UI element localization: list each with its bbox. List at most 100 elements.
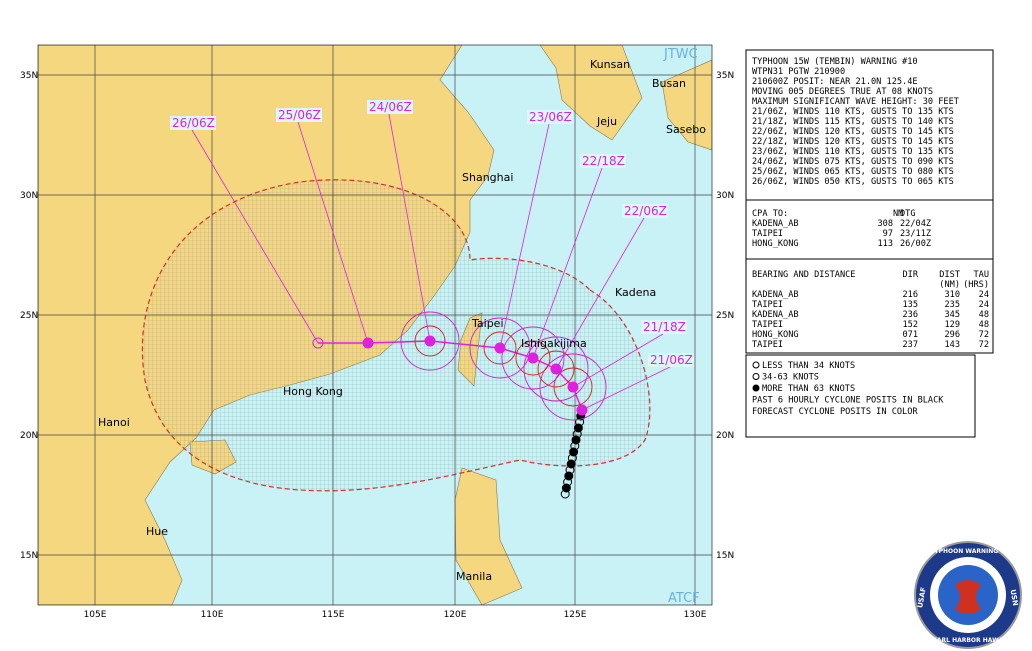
storm-track: 21/06Z 21/18Z 22/06Z 22/18Z 23/06Z 24/06Z 25/0… bbox=[170, 100, 694, 499]
label-bg bbox=[276, 108, 322, 122]
bearing-cell: KADENA_AB bbox=[752, 310, 799, 320]
place-label: Ishigakijima bbox=[521, 337, 587, 350]
legend-line: PAST 6 HOURLY CYCLONE POSITS IN BLACK bbox=[752, 396, 944, 406]
warning-line: WTPN31 PGTW 210900 bbox=[752, 67, 845, 77]
seal-storm bbox=[955, 580, 981, 614]
lon-label: 130E bbox=[684, 610, 707, 620]
cpa-header: NM bbox=[893, 209, 903, 219]
map: 21/06Z 21/18Z 22/06Z 22/18Z 23/06Z 24/06Z 25/0… bbox=[38, 45, 712, 605]
wind-radius-inner bbox=[537, 350, 575, 388]
bearing-cell: 237 bbox=[902, 340, 918, 350]
wind-radius-inner bbox=[414, 325, 446, 357]
warning-line: 23/06Z, WINDS 110 KTS, GUSTS TO 135 KTS bbox=[752, 147, 954, 157]
past-position bbox=[560, 489, 570, 499]
label-leader bbox=[297, 121, 369, 344]
place-label: Taipei bbox=[471, 317, 504, 330]
forecast-position bbox=[567, 381, 579, 393]
wind-radius-inner bbox=[483, 331, 517, 365]
place-label: Hanoi bbox=[98, 416, 130, 429]
label-bg bbox=[622, 204, 668, 218]
bearing-cell: TAIPEI bbox=[752, 340, 783, 350]
label-leader bbox=[581, 366, 671, 411]
legend-symbol bbox=[752, 373, 760, 380]
bearing-cell: 72 bbox=[979, 330, 989, 340]
cpa-cell: 23/11Z bbox=[900, 229, 931, 239]
forecast-position bbox=[494, 342, 506, 354]
bearing-header: TAU bbox=[973, 270, 989, 280]
lat-label: 35N bbox=[20, 71, 38, 81]
legend-line: MORE THAN 63 KNOTS bbox=[762, 384, 855, 394]
lat-label: 25N bbox=[20, 311, 38, 321]
label-leader bbox=[555, 217, 645, 370]
cpa-cell: HONG_KONG bbox=[752, 239, 799, 249]
place-label: Hong Kong bbox=[283, 385, 343, 398]
warning-line: 22/06Z, WINDS 120 KTS, GUSTS TO 145 KTS bbox=[752, 127, 954, 137]
track-label: 21/06Z bbox=[650, 353, 693, 367]
track-label: 23/06Z bbox=[529, 110, 572, 124]
cpa-cell: KADENA_AB bbox=[752, 219, 799, 229]
lat-label: 25N bbox=[716, 311, 734, 321]
label-leader bbox=[499, 123, 550, 349]
track-label: 24/06Z bbox=[369, 100, 412, 114]
legend-symbol bbox=[752, 384, 760, 392]
bearing-cell: 235 bbox=[944, 300, 960, 310]
label-leader bbox=[532, 167, 603, 359]
cpa-cell: 22/04Z bbox=[900, 219, 931, 229]
label-leader bbox=[388, 113, 431, 342]
legend-line: LESS THAN 34 KNOTS bbox=[762, 361, 855, 371]
bearing-cell: 72 bbox=[979, 340, 989, 350]
lon-label: 125E bbox=[564, 610, 587, 620]
label-leader bbox=[572, 333, 664, 388]
lat-label: 35N bbox=[716, 71, 734, 81]
place-label: Hue bbox=[146, 525, 168, 538]
bearing-cell: TAIPEI bbox=[752, 320, 783, 330]
wind-radius-outer bbox=[539, 353, 607, 421]
lat-label: 30N bbox=[20, 191, 38, 201]
legend-line: FORECAST CYCLONE POSITS IN COLOR bbox=[752, 407, 918, 417]
place-label: Kadena bbox=[615, 286, 656, 299]
bearing-unit: (HRS) bbox=[963, 280, 989, 290]
lon-label: 115E bbox=[322, 610, 345, 620]
cpa-cell: 308 bbox=[877, 219, 893, 229]
bearing-cell: 135 bbox=[902, 300, 918, 310]
wind-radius-outer bbox=[400, 311, 460, 371]
bearing-cell: 143 bbox=[944, 340, 960, 350]
legend-symbol bbox=[752, 361, 760, 369]
brand-bottom: ATCF bbox=[668, 591, 700, 606]
warning-box bbox=[745, 49, 994, 354]
seal-bottom: PEARL HARBOR HAWAII bbox=[928, 637, 1007, 644]
warning-line: MOVING 005 DEGREES TRUE AT 08 KNOTS bbox=[752, 87, 933, 97]
label-bg bbox=[580, 154, 626, 168]
bearing-cell: KADENA_AB bbox=[752, 290, 799, 300]
warning-line: 26/06Z, WINDS 050 KTS, GUSTS TO 065 KTS bbox=[752, 177, 954, 187]
track-label: 21/18Z bbox=[643, 320, 686, 334]
label-bg bbox=[527, 110, 573, 124]
place-label: Jeju bbox=[596, 115, 617, 128]
bearing-cell: 310 bbox=[944, 290, 960, 300]
bearing-cell: 071 bbox=[902, 330, 918, 340]
track-label: 22/18Z bbox=[582, 154, 625, 168]
track-label: 26/06Z bbox=[172, 116, 215, 130]
lat-label: 30N bbox=[716, 191, 734, 201]
lat-label: 20N bbox=[716, 431, 734, 441]
warning-line: 21/18Z, WINDS 115 KTS, GUSTS TO 140 KTS bbox=[752, 117, 954, 127]
seal-top: JOINT TYPHOON WARNING CENTER bbox=[908, 548, 1027, 555]
track-label: 25/06Z bbox=[278, 108, 321, 122]
label-bg bbox=[367, 100, 413, 114]
bearing-cell: 216 bbox=[902, 290, 918, 300]
lat-label: 15N bbox=[716, 551, 734, 561]
place-label: Kunsan bbox=[590, 58, 630, 71]
legend-line: 34-63 KNOTS bbox=[762, 373, 819, 383]
forecast-position bbox=[362, 337, 374, 349]
warning-line: 24/06Z, WINDS 075 KTS, GUSTS TO 090 KTS bbox=[752, 157, 954, 167]
bearing-cell: 48 bbox=[979, 310, 989, 320]
korea bbox=[539, 45, 643, 141]
warning-line: MAXIMUM SIGNIFICANT WAVE HEIGHT: 30 FEET bbox=[752, 97, 959, 107]
wind-radius-inner bbox=[515, 340, 551, 376]
jtwc-seal: JOINT TYPHOON WARNING CENTER PEARL HARBOR… bbox=[908, 541, 1027, 649]
wind-radius-outer bbox=[501, 326, 565, 390]
bearing-unit: (NM) bbox=[939, 280, 960, 290]
bearing-header: BEARING AND DISTANCE bbox=[752, 270, 855, 280]
japan bbox=[661, 59, 712, 151]
